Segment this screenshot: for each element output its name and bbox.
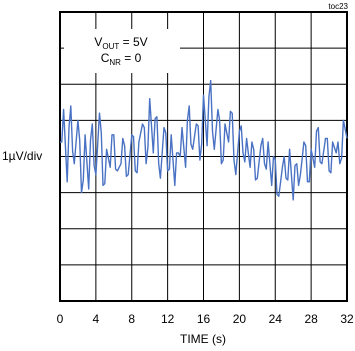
annotation-box bbox=[64, 29, 180, 73]
x-tick-label: 20 bbox=[233, 312, 247, 326]
x-tick-label: 8 bbox=[128, 312, 135, 326]
x-axis-label: TIME (s) bbox=[180, 332, 226, 346]
annotation-cnr: CNR = 0 bbox=[101, 51, 142, 67]
annotation-vout: VOUT = 5V bbox=[94, 35, 147, 51]
x-tick-label: 28 bbox=[304, 312, 318, 326]
x-tick-label: 16 bbox=[197, 312, 211, 326]
plot-frame bbox=[59, 11, 348, 302]
y-axis-label: 1µV/div bbox=[2, 149, 42, 163]
figure-tag: toc23 bbox=[328, 2, 348, 11]
x-tick-label: 0 bbox=[57, 312, 64, 326]
x-tick-label: 24 bbox=[269, 312, 283, 326]
x-tick-label: 4 bbox=[93, 312, 100, 326]
x-tick-labels: 0 4 8 12 16 20 24 28 32 bbox=[57, 312, 354, 326]
x-tick-label: 12 bbox=[161, 312, 175, 326]
noise-trace bbox=[60, 79, 348, 201]
x-tick-label: 32 bbox=[340, 312, 354, 326]
